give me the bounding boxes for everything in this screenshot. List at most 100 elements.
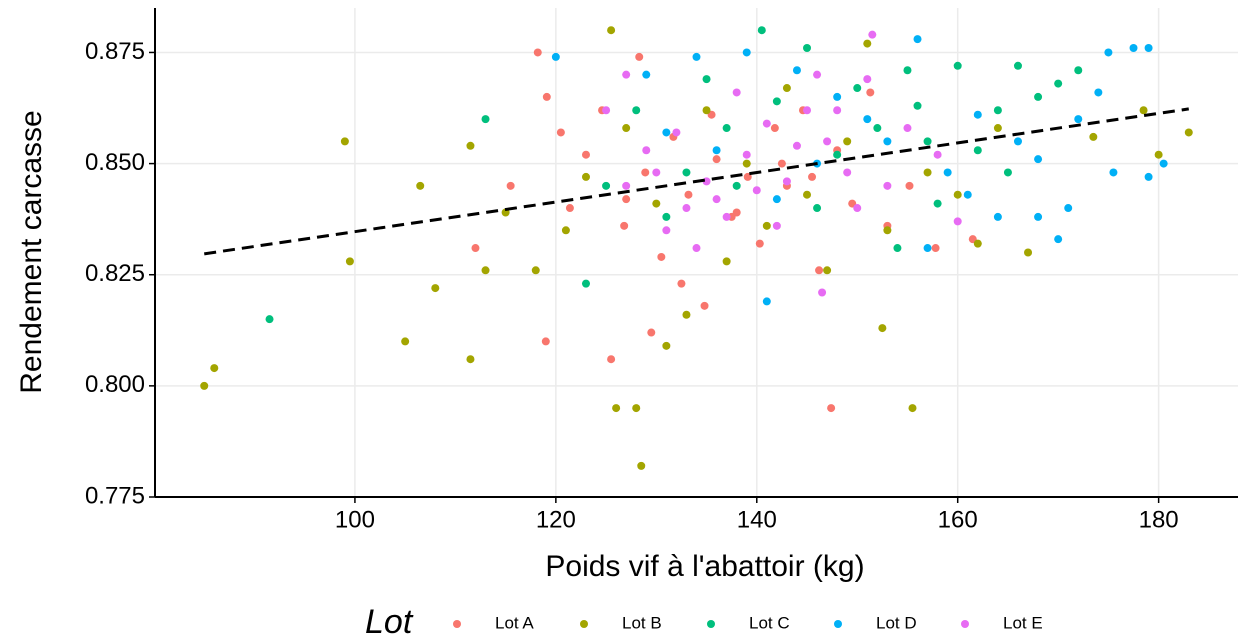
point: [782, 84, 791, 93]
point: [833, 92, 842, 101]
point: [581, 150, 590, 159]
legend-swatch: [453, 620, 461, 628]
point: [531, 266, 540, 275]
point: [401, 337, 410, 346]
point: [772, 195, 781, 204]
point: [813, 70, 822, 79]
point: [466, 141, 475, 150]
point: [1104, 48, 1113, 57]
point: [903, 66, 912, 75]
point: [1034, 212, 1043, 221]
point: [772, 97, 781, 106]
point: [953, 190, 962, 199]
point: [635, 52, 644, 61]
point: [672, 128, 681, 137]
point: [722, 257, 731, 266]
point: [692, 244, 701, 253]
legend-swatch: [961, 620, 969, 628]
point: [1024, 248, 1033, 257]
point: [893, 244, 902, 253]
point: [1074, 115, 1083, 124]
point: [933, 199, 942, 208]
point: [993, 212, 1002, 221]
point: [755, 239, 764, 248]
point: [792, 66, 801, 75]
point: [742, 150, 751, 159]
point: [416, 181, 425, 190]
point: [1003, 168, 1012, 177]
point: [712, 146, 721, 155]
point: [265, 315, 274, 324]
point: [833, 106, 842, 115]
point: [1184, 128, 1193, 137]
point: [682, 204, 691, 213]
point: [612, 404, 621, 413]
point: [581, 279, 590, 288]
point: [792, 141, 801, 150]
point: [622, 70, 631, 79]
legend-swatch: [580, 620, 588, 628]
point: [943, 168, 952, 177]
point: [565, 204, 574, 213]
point: [973, 239, 982, 248]
point: [782, 177, 791, 186]
point: [883, 226, 892, 235]
point: [883, 137, 892, 146]
point: [702, 75, 711, 84]
legend-label: Lot D: [876, 613, 917, 632]
point: [933, 150, 942, 159]
legend-label: Lot A: [495, 613, 534, 632]
point: [712, 155, 721, 164]
point: [551, 52, 560, 61]
point: [923, 244, 932, 253]
point: [963, 190, 972, 199]
point: [1074, 66, 1083, 75]
point: [883, 181, 892, 190]
point: [607, 355, 616, 364]
point: [657, 252, 666, 261]
point: [732, 208, 741, 217]
point: [878, 324, 887, 333]
point: [803, 44, 812, 53]
point: [506, 181, 515, 190]
point: [431, 284, 440, 293]
point: [993, 124, 1002, 133]
point: [777, 159, 786, 168]
point: [1013, 137, 1022, 146]
point: [868, 30, 877, 39]
point: [210, 364, 219, 373]
point: [632, 404, 641, 413]
point: [757, 26, 766, 35]
point: [533, 48, 542, 57]
point: [1139, 106, 1148, 115]
point: [1054, 79, 1063, 88]
point: [632, 106, 641, 115]
point: [340, 137, 349, 146]
point: [973, 110, 982, 119]
point: [652, 199, 661, 208]
point: [823, 137, 832, 146]
point: [1144, 44, 1153, 53]
point: [1094, 88, 1103, 97]
point: [823, 266, 832, 275]
point: [642, 146, 651, 155]
point: [692, 52, 701, 61]
point: [923, 137, 932, 146]
point: [818, 288, 827, 297]
point: [662, 212, 671, 221]
point: [662, 128, 671, 137]
point: [581, 172, 590, 181]
point: [1034, 155, 1043, 164]
point: [622, 195, 631, 204]
point: [662, 341, 671, 350]
x-tick-label: 140: [737, 506, 777, 533]
point: [742, 48, 751, 57]
point: [541, 337, 550, 346]
point: [863, 115, 872, 124]
x-tick-label: 120: [536, 506, 576, 533]
point: [722, 124, 731, 133]
point: [752, 186, 761, 195]
point: [908, 404, 917, 413]
point: [732, 88, 741, 97]
